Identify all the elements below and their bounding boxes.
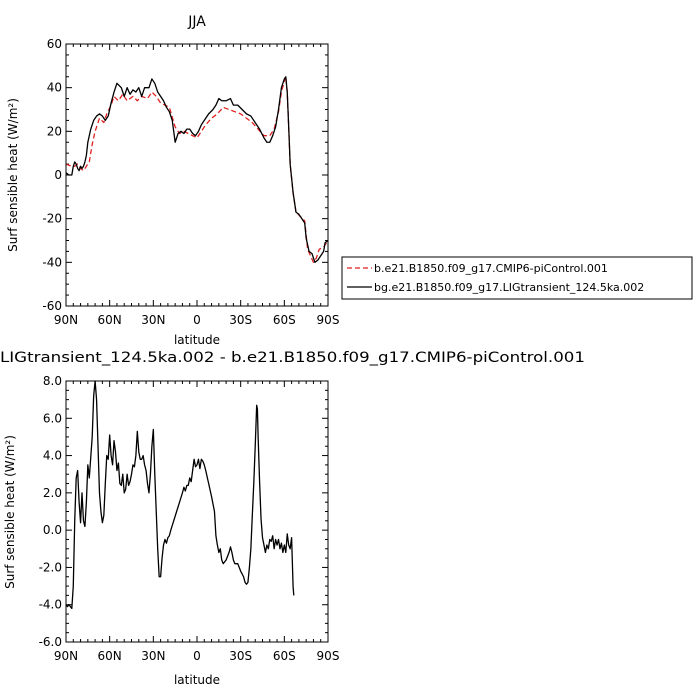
bottom-plot-frame (65, 380, 329, 643)
legend: b.e21.B1850.f09_g17.CMIP6-piControl.001 … (341, 256, 693, 300)
bottom-x-tick-label: 0 (193, 649, 201, 663)
bottom-panel: LIGtransient_124.5ka.002 - b.e21.B1850.f… (0, 350, 585, 687)
top-plot-frame (65, 43, 329, 307)
top-x-tick-label: 0 (193, 313, 201, 327)
bottom-y-tick-label: -6.0 (39, 635, 62, 649)
bottom-x-tick-label: 30N (141, 649, 165, 663)
bottom-tick-labels: 90N 60N 30N 0 30S 60S 90S 8.0 6.0 4.0 2.0 0.0 -2.0 -4… (39, 374, 340, 663)
top-x-axis-label: latitude (174, 333, 220, 347)
bottom-x-tick-label: 60S (273, 649, 296, 663)
bottom-y-tick-label: -2.0 (39, 560, 62, 574)
legend-label-series-2: bg.e21.B1850.f09_g17.LIGtransient_124.5k… (374, 281, 644, 294)
bottom-x-tick-label: 30S (229, 649, 252, 663)
bottom-tick-marks (65, 380, 329, 643)
bottom-y-tick-label: 0.0 (43, 523, 62, 537)
top-y-tick-label: -40 (42, 255, 62, 269)
top-x-tick-label: 30S (229, 313, 252, 327)
top-x-tick-label: 90S (317, 313, 340, 327)
top-x-tick-label: 90N (54, 313, 78, 327)
bottom-x-axis-label: latitude (174, 673, 220, 687)
bottom-series-group (65, 380, 295, 610)
legend-box (341, 256, 693, 300)
top-y-tick-label: 40 (47, 81, 62, 95)
top-panel-title: JJA (187, 14, 206, 30)
bottom-x-tick-label: 90S (317, 649, 340, 663)
bottom-x-tick-label: 60N (98, 649, 122, 663)
top-panel: JJA Surf sensible heat (W/m²) latitude 9… (6, 14, 339, 347)
top-y-axis-label: Surf sensible heat (W/m²) (6, 98, 20, 252)
bottom-y-tick-label: 2.0 (43, 486, 62, 500)
top-y-tick-label: -20 (42, 212, 62, 226)
top-tick-labels: 90N 60N 30N 0 30S 60S 90S 60 40 20 0 -20 -40 -60 (42, 37, 339, 327)
legend-label-series-1: b.e21.B1850.f09_g17.CMIP6-piControl.001 (374, 262, 608, 275)
top-y-tick-label: -60 (42, 299, 62, 313)
bottom-y-axis-label: Surf sensible heat (W/m²) (3, 435, 17, 589)
bottom-y-tick-label: 4.0 (43, 449, 62, 463)
top-series-line-2 (65, 76, 329, 263)
top-series-group (65, 76, 329, 263)
top-y-tick-label: 20 (47, 124, 62, 138)
top-tick-marks (65, 43, 329, 307)
bottom-y-tick-label: -4.0 (39, 598, 62, 612)
top-y-tick-label: 60 (47, 37, 62, 51)
bottom-x-tick-label: 90N (54, 649, 78, 663)
bottom-y-tick-label: 8.0 (43, 374, 62, 388)
bottom-panel-title: LIGtransient_124.5ka.002 - b.e21.B1850.f… (0, 350, 585, 366)
top-x-tick-label: 60S (273, 313, 296, 327)
top-x-tick-label: 30N (141, 313, 165, 327)
top-series-line-1 (65, 76, 329, 263)
bottom-series-line-1 (65, 380, 295, 610)
top-y-tick-label: 0 (54, 168, 62, 182)
bottom-y-tick-label: 6.0 (43, 411, 62, 425)
top-x-tick-label: 60N (98, 313, 122, 327)
